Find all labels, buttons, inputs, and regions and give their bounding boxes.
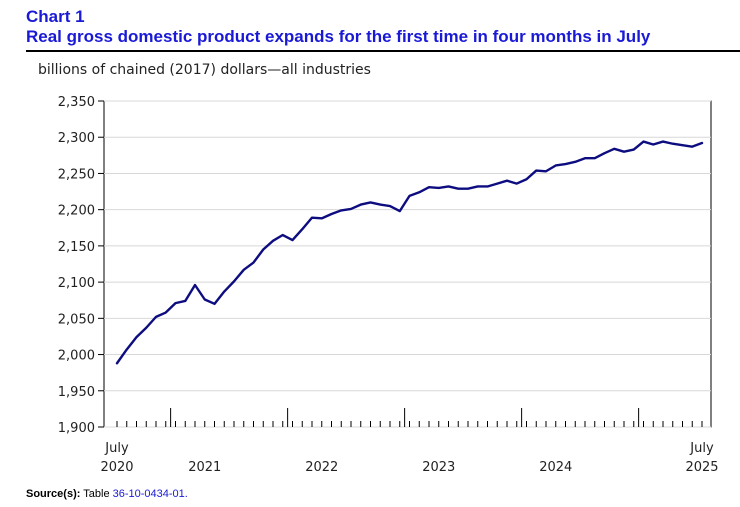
data-point	[418, 191, 421, 194]
data-point	[603, 152, 606, 154]
y-tick-label: 1,950	[58, 385, 95, 400]
data-point	[574, 161, 577, 163]
x-tick-label-year: 2020	[100, 460, 133, 475]
data-point	[184, 300, 187, 302]
data-point	[593, 157, 596, 160]
y-tick-label: 2,150	[58, 240, 95, 255]
data-point	[652, 143, 655, 146]
data-point	[437, 187, 440, 189]
data-point	[515, 182, 518, 185]
x-axis: July 2020 2021 2022 2023 2024 July 2025	[100, 408, 719, 475]
data-point	[623, 150, 625, 153]
data-point	[564, 163, 567, 165]
data-point	[691, 145, 694, 148]
y-tick-label: 2,350	[58, 95, 95, 110]
data-point	[369, 201, 372, 204]
data-point	[291, 239, 294, 241]
y-tick-label: 1,900	[58, 421, 95, 436]
data-point	[535, 169, 538, 172]
data-point	[116, 362, 118, 365]
data-point	[223, 290, 226, 293]
data-point	[506, 179, 508, 182]
x-tick-label-year: 2023	[422, 460, 455, 475]
x-tick-label-year: 2022	[305, 460, 338, 475]
data-point	[311, 216, 313, 219]
data-point	[457, 187, 460, 190]
data-point	[467, 187, 469, 190]
data-point	[701, 142, 703, 144]
data-point	[476, 185, 479, 188]
y-tick-label: 2,100	[58, 276, 95, 291]
data-point	[613, 148, 616, 150]
title-rule	[26, 50, 740, 52]
y-tick-label: 2,050	[58, 312, 95, 327]
data-point	[320, 217, 323, 220]
source-note: Source(s): Table 36-10-0434-01.	[26, 488, 188, 500]
data-point	[554, 164, 557, 167]
data-point	[242, 269, 245, 271]
source-text: Table	[83, 488, 110, 500]
data-point	[164, 311, 167, 314]
data-point	[203, 298, 206, 301]
series-group	[115, 140, 704, 365]
data-point	[447, 185, 450, 188]
x-tick-label-month: July	[104, 441, 129, 456]
data-point	[233, 280, 235, 283]
data-point	[428, 186, 430, 189]
data-point	[262, 248, 265, 251]
data-point	[671, 142, 674, 145]
y-axis: 1,900 1,950 2,000 2,050 2,100 2,150 2,200 2,250…	[58, 95, 711, 436]
source-table-link[interactable]: 36-10-0434-01.	[112, 488, 188, 500]
data-point	[145, 326, 148, 329]
x-tick-label-month: July	[689, 441, 714, 456]
data-point	[486, 185, 489, 188]
data-point	[681, 144, 684, 146]
data-point	[174, 302, 177, 304]
data-point	[194, 284, 196, 286]
series-line-real-gdp	[115, 140, 704, 365]
data-point	[350, 208, 352, 210]
data-point	[632, 148, 635, 151]
x-tick-label-year: 2025	[685, 460, 718, 475]
chart-number: Chart 1	[26, 7, 85, 26]
data-point	[584, 157, 586, 160]
y-tick-label: 2,300	[58, 131, 95, 146]
x-tick-label-year: 2021	[188, 460, 221, 475]
data-point	[496, 182, 499, 185]
data-point	[408, 195, 411, 197]
data-point	[389, 205, 391, 207]
y-tick-label: 2,000	[58, 349, 95, 364]
data-point	[272, 240, 274, 242]
data-point	[379, 203, 382, 206]
data-point	[301, 228, 304, 231]
data-point	[545, 170, 547, 173]
data-point	[135, 336, 138, 338]
data-point	[398, 210, 401, 212]
y-tick-label: 2,250	[58, 167, 95, 182]
y-tick-label: 2,200	[58, 204, 95, 219]
data-point	[155, 316, 157, 318]
data-point	[525, 178, 528, 181]
data-point	[340, 209, 343, 212]
data-point	[662, 140, 664, 143]
data-point	[281, 234, 284, 236]
data-point	[359, 203, 362, 206]
data-point	[213, 303, 216, 305]
chart-title: Real gross domestic product expands for …	[26, 27, 651, 46]
data-point	[642, 140, 645, 143]
data-point	[125, 348, 128, 351]
data-point	[330, 213, 333, 215]
data-point	[252, 261, 255, 264]
y-axis-units-label: billions of chained (2017) dollars—all i…	[38, 62, 371, 78]
x-tick-label-year: 2024	[539, 460, 572, 475]
source-label: Source(s):	[26, 488, 81, 500]
